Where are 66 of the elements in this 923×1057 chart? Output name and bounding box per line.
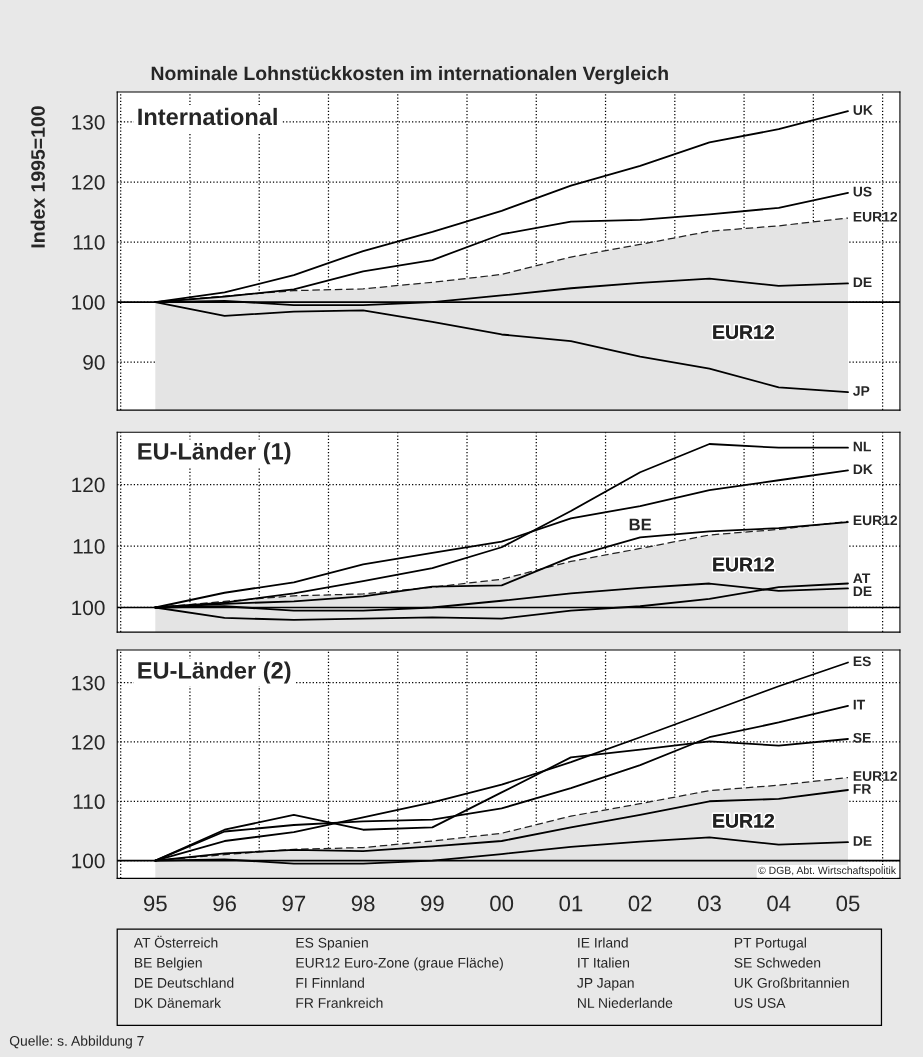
text: NL Niederlande — [578, 997, 673, 1008]
y-tick-label: 120 — [72, 175, 105, 190]
y-tick-label: 100 — [72, 295, 105, 310]
y-tick-label: 120 — [72, 477, 105, 493]
text: JP Japan — [577, 978, 634, 991]
text: PT Portugal — [734, 937, 806, 951]
series-label: DE — [853, 277, 872, 288]
series-label: JP — [853, 386, 870, 396]
x-tick-label: 96 — [213, 895, 236, 912]
chart-subtitle: EU-Länder (2) — [138, 661, 291, 684]
text: ES Spanien — [296, 937, 368, 951]
x-tick-label: 05 — [836, 895, 860, 912]
chart-subtitle: EU-Länder (1) — [138, 442, 291, 465]
y-tick-label: 110 — [73, 794, 105, 810]
x-tick-label: 98 — [351, 895, 375, 912]
x-tick-label: 95 — [144, 895, 167, 912]
chart-title: Nominale Lohnstückkosten im internationalen Vergleich — [151, 65, 668, 85]
annotation: EUR12 — [713, 557, 774, 572]
series-label: SE — [853, 732, 871, 743]
text: FR Frankreich — [296, 997, 383, 1008]
series-label: UK — [853, 105, 873, 115]
x-tick-label: 03 — [697, 895, 721, 912]
series-label: AT — [853, 573, 871, 584]
y-tick-label: 110 — [73, 235, 105, 250]
text: AT Österreich — [133, 935, 218, 948]
annotation: EUR12 — [713, 325, 774, 339]
x-tick-label: 04 — [767, 895, 791, 912]
series-label: DE — [853, 586, 872, 597]
text: BE Belgien — [134, 957, 202, 971]
text: EUR12 Euro-Zone (graue Fläche) — [296, 957, 503, 971]
y-tick-label: 100 — [72, 853, 105, 869]
y-tick-label: 120 — [72, 734, 105, 750]
series-label: US — [853, 186, 872, 197]
series-label: EUR12 — [853, 771, 898, 782]
series-label: DE — [853, 836, 872, 846]
x-tick-label: 00 — [490, 895, 514, 912]
series-label: ES — [853, 656, 871, 667]
y-tick-label: 110 — [73, 539, 105, 554]
text: US USA — [734, 998, 786, 1008]
annotation: EUR12 — [713, 813, 774, 828]
series-label: EUR12 — [853, 515, 898, 526]
y-tick-label: 90 — [83, 355, 105, 370]
y-tick-label: 130 — [72, 114, 105, 130]
text: IE Irland — [578, 937, 628, 948]
text: DK Dänemark — [134, 997, 222, 1008]
x-tick-label: 99 — [421, 895, 444, 912]
y-tick-label: 100 — [72, 600, 105, 616]
text: DE Deutschland — [134, 977, 234, 988]
y-axis-title: Index 1995=100 — [30, 106, 45, 248]
y-tick-label: 130 — [72, 675, 105, 691]
series-label: EUR12 — [853, 211, 898, 222]
text: UK Großbritannien — [734, 977, 849, 988]
x-tick-label: 97 — [282, 895, 306, 912]
series-label: NL — [853, 441, 871, 452]
annotation: BE — [629, 518, 652, 531]
series-label: DK — [853, 464, 873, 475]
source-note: Quelle: s. Abbildung 7 — [9, 1035, 144, 1049]
text: International — [138, 107, 277, 126]
text: IT Italien — [578, 957, 629, 968]
x-tick-label: 01 — [559, 895, 583, 912]
x-tick-label: 02 — [628, 895, 652, 912]
text: FI Finnland — [296, 977, 364, 988]
text: SE Schweden — [734, 957, 821, 968]
series-label: FR — [853, 784, 872, 794]
annotation: © DGB, Abt. Wirtschaftspolitik — [758, 866, 897, 877]
series-label: IT — [853, 699, 866, 710]
